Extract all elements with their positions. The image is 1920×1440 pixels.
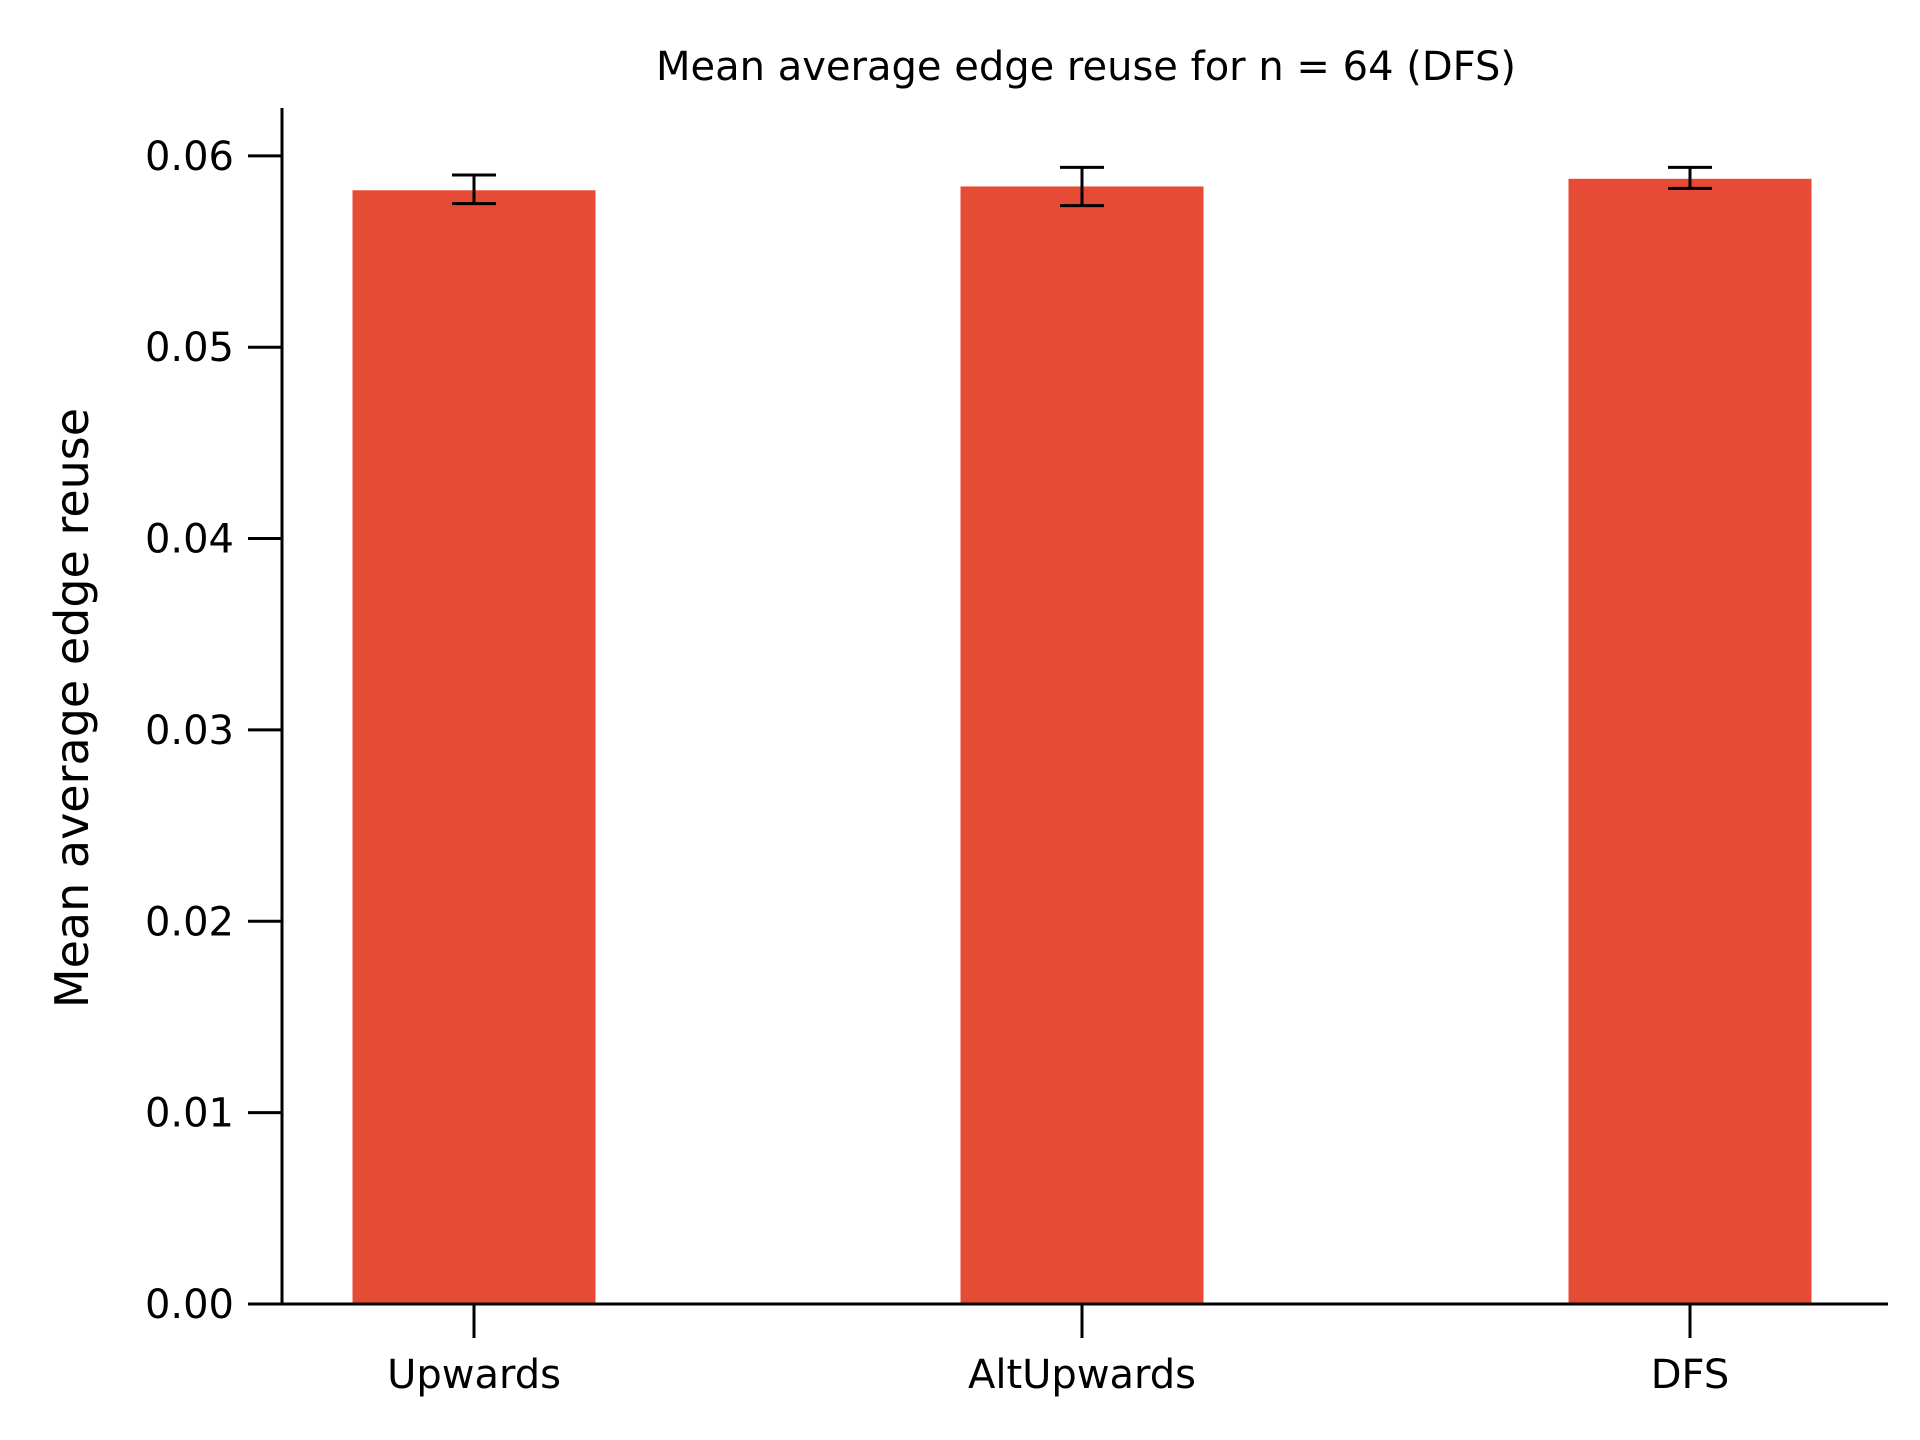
bars-group <box>352 178 1812 1305</box>
y-tick-label: 0.04 <box>145 517 234 563</box>
y-tick-label: 0.05 <box>145 325 234 371</box>
y-tick-label: 0.02 <box>145 899 234 945</box>
x-tick-label: AltUpwards <box>968 1352 1196 1398</box>
y-tick-label: 0.01 <box>145 1091 234 1137</box>
y-tick-label: 0.06 <box>145 134 234 180</box>
x-tick-label: Upwards <box>387 1352 561 1398</box>
chart-title: Mean average edge reuse for n = 64 (DFS) <box>656 44 1516 90</box>
x-tick-label: DFS <box>1651 1352 1730 1398</box>
axes-group: 0.00 0.01 0.02 0.03 0.04 0.05 0.06 Upwards AltUp… <box>145 108 1888 1398</box>
errorbars-group <box>452 165 1712 208</box>
bar-altupwards <box>960 186 1204 1304</box>
y-tick-label: 0.00 <box>145 1282 234 1328</box>
y-tick-label: 0.03 <box>145 708 234 754</box>
bar-upwards <box>352 190 596 1305</box>
y-axis-title: Mean average edge reuse <box>45 408 99 1008</box>
bar-dfs <box>1568 178 1812 1304</box>
